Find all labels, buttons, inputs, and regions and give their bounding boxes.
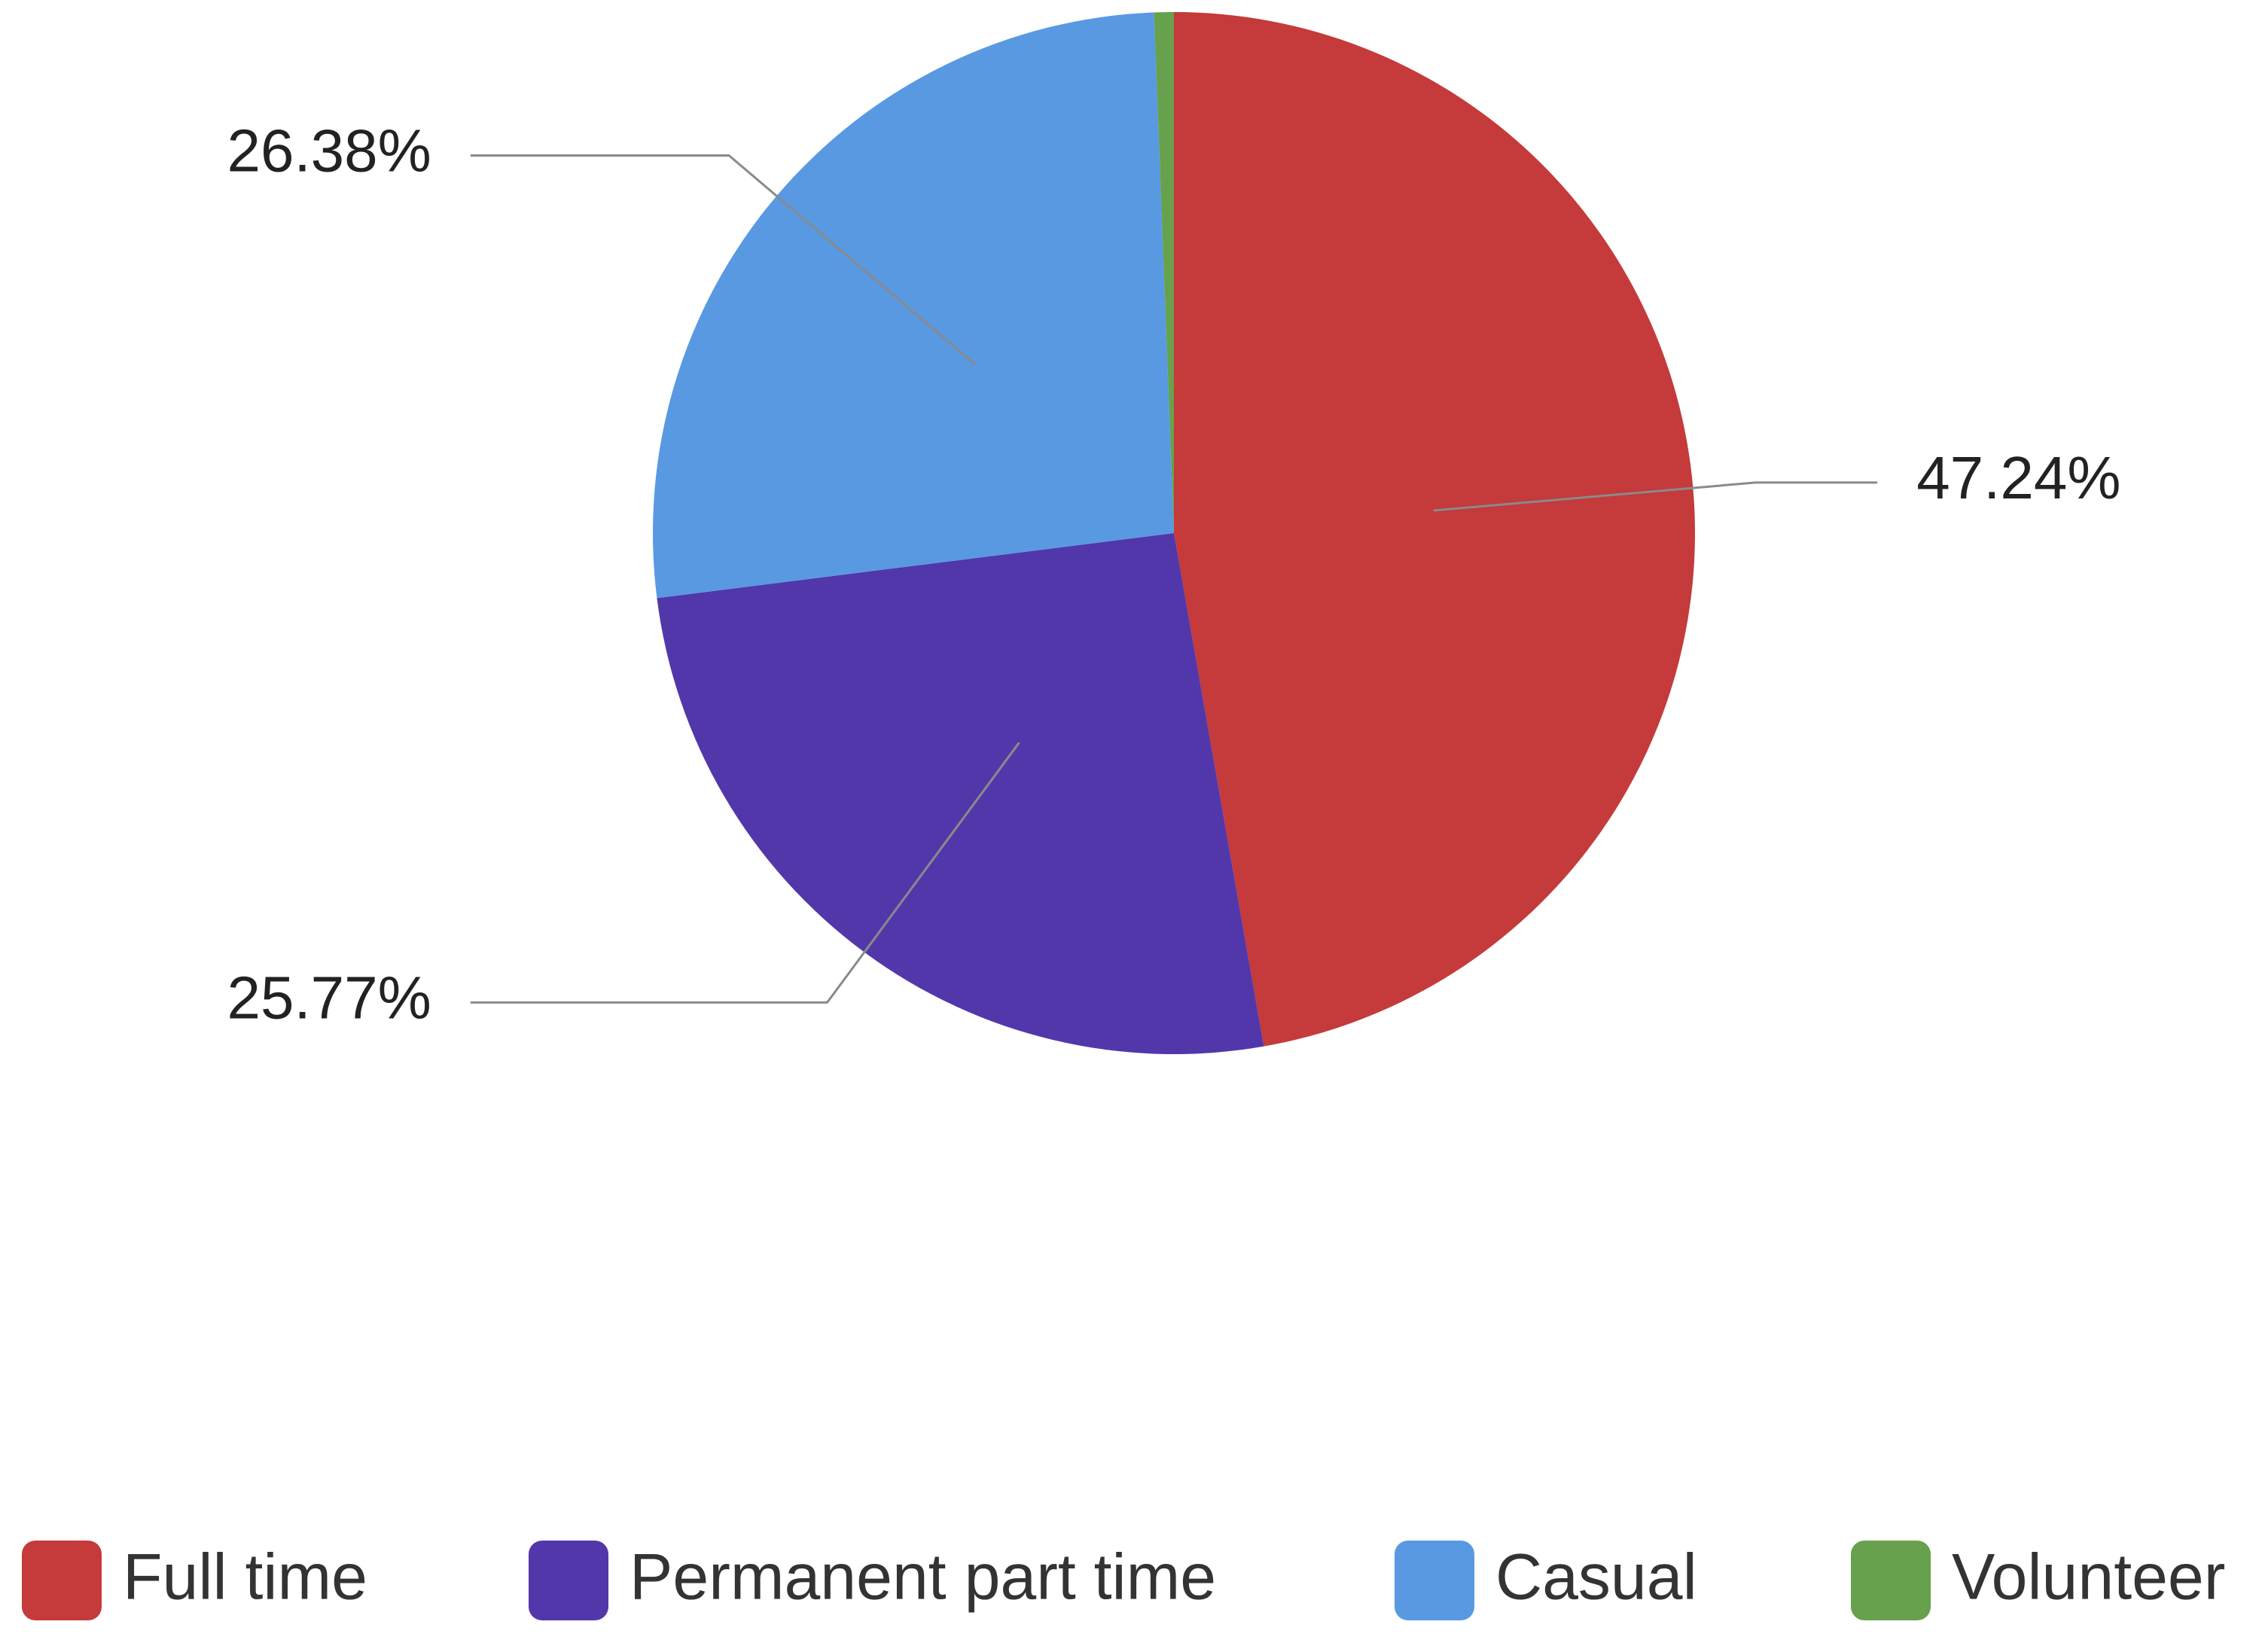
pie-slice [1174, 12, 1696, 1047]
legend-label: Permanent part time [630, 1541, 1216, 1614]
legend-label: Full time [123, 1541, 367, 1614]
legend-label: Casual [1495, 1541, 1697, 1614]
legend-swatch [22, 1541, 102, 1620]
leader-line [1433, 481, 1878, 512]
pie-slice [1154, 12, 1174, 533]
pie-slice [653, 12, 1174, 599]
value-label: 26.38% [227, 117, 431, 184]
leader-line [470, 742, 1020, 1004]
legend-label: Volunteer [1952, 1541, 2225, 1614]
value-label: 47.24% [1916, 444, 2120, 511]
legend-swatch [1851, 1541, 1931, 1620]
legend-swatch [529, 1541, 608, 1620]
legend-swatch [1395, 1541, 1474, 1620]
value-label: 25.77% [227, 965, 431, 1032]
leader-line [470, 154, 977, 366]
pie-slice [657, 533, 1264, 1054]
